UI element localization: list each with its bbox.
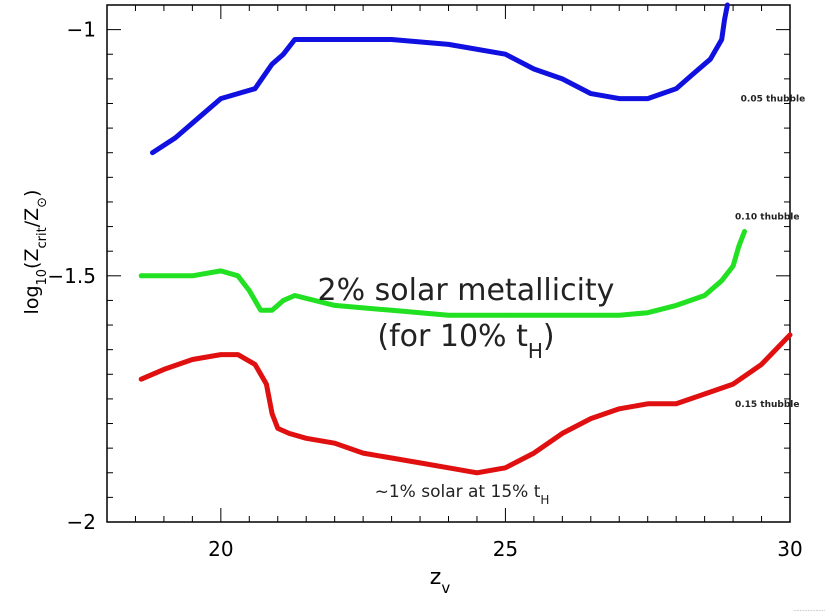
- data-point: [723, 18, 726, 21]
- series-label: 0.10 thubble: [735, 213, 800, 223]
- data-point: [646, 97, 649, 100]
- data-point: [618, 97, 621, 100]
- svg-text:log10(Zcrit/Z⊙): log10(Zcrit/Z⊙): [21, 190, 50, 315]
- y-axis-label: log10(Zcrit/Z⊙): [21, 190, 50, 315]
- data-point: [475, 471, 479, 474]
- data-point: [703, 392, 706, 396]
- data-point: [737, 245, 740, 248]
- data-point: [333, 38, 336, 41]
- data-point: [248, 289, 251, 292]
- data-point: [504, 314, 507, 317]
- metallicity-annotation: 2% solar metallicity: [318, 273, 615, 308]
- data-point: [709, 58, 712, 61]
- data-point: [618, 314, 621, 317]
- data-point: [788, 333, 792, 337]
- x-tick-label: 30: [777, 537, 802, 561]
- data-point: [532, 451, 536, 455]
- data-point: [646, 402, 649, 405]
- data-point: [447, 466, 450, 469]
- axis-ticks: 20 25 30 −1 −1.5 −2: [47, 4, 803, 561]
- y-tick-label: −2: [67, 510, 96, 534]
- data-point: [333, 304, 336, 307]
- x-tick-label: 25: [493, 537, 518, 561]
- data-point: [561, 77, 564, 81]
- data-point: [646, 311, 649, 314]
- data-point: [760, 363, 763, 366]
- series-label: 0.15 thubble: [735, 400, 800, 410]
- data-point: [305, 437, 308, 440]
- data-point: [561, 314, 564, 317]
- data-point: [219, 97, 222, 100]
- data-point: [219, 353, 222, 356]
- plot-frame: [106, 4, 791, 523]
- data-point: [675, 402, 678, 405]
- data-point: [236, 353, 240, 356]
- series-label: 0.05 thubble: [741, 95, 806, 105]
- data-point: [293, 38, 296, 41]
- data-point: [282, 53, 285, 56]
- data-point: [561, 432, 564, 435]
- data-point: [236, 92, 240, 95]
- data-point: [743, 230, 746, 233]
- data-point: [390, 456, 393, 460]
- series-line: [138, 332, 793, 476]
- data-point: [162, 274, 166, 277]
- data-point: [236, 274, 240, 277]
- series-line: [150, 2, 730, 156]
- data-point: [253, 87, 257, 90]
- data-point: [333, 442, 336, 445]
- data-point: [504, 466, 507, 469]
- y-tick-label: −1: [67, 18, 96, 42]
- data-point: [265, 382, 268, 386]
- data-point: [731, 382, 735, 386]
- x-axis-label: zv: [430, 565, 451, 597]
- data-point: [140, 378, 143, 381]
- data-point: [447, 43, 450, 46]
- data-point: [276, 427, 279, 430]
- data-point: [151, 151, 154, 154]
- data-point: [504, 53, 507, 56]
- data-point: [418, 461, 422, 465]
- data-point: [219, 269, 222, 273]
- data-point: [720, 38, 723, 41]
- data-point: [270, 62, 274, 66]
- data-point: [532, 67, 536, 71]
- data-point: [196, 117, 200, 120]
- data-point: [174, 136, 177, 140]
- data-point: [140, 274, 143, 277]
- x-tick-label: 20: [208, 537, 233, 561]
- data-point: [253, 363, 257, 366]
- data-point: [618, 407, 621, 410]
- data-point: [675, 87, 678, 90]
- one-percent-annotation: ~1% solar at 15% tH: [375, 482, 550, 507]
- data-point: [726, 3, 729, 7]
- data-point: [191, 358, 194, 361]
- data-point: [259, 309, 262, 312]
- series-labels: 0.05 thubble 0.10 thubble 0.15 thubble: [735, 95, 805, 410]
- for-10-percent-annotation: (for 10% tH): [377, 319, 554, 363]
- data-point: [270, 309, 274, 312]
- data-point: [305, 38, 308, 41]
- data-point: [287, 432, 291, 435]
- data-point: [191, 274, 194, 277]
- data-point: [162, 368, 166, 371]
- data-point: [720, 279, 723, 282]
- data-point: [447, 314, 450, 317]
- data-point: [731, 264, 735, 268]
- data-point: [675, 304, 678, 307]
- data-point: [282, 299, 285, 302]
- data-point: [361, 451, 365, 455]
- data-point: [589, 417, 592, 420]
- data-point: [270, 412, 274, 415]
- data-lines: [138, 2, 793, 476]
- footer-credit: ....................: [793, 607, 825, 613]
- data-point: [703, 294, 706, 297]
- data-point: [390, 309, 393, 312]
- data-point: [390, 38, 393, 41]
- data-point: [589, 92, 592, 95]
- data-point: [293, 294, 296, 297]
- y-tick-label: −1.5: [47, 264, 96, 288]
- data-point: [692, 72, 695, 76]
